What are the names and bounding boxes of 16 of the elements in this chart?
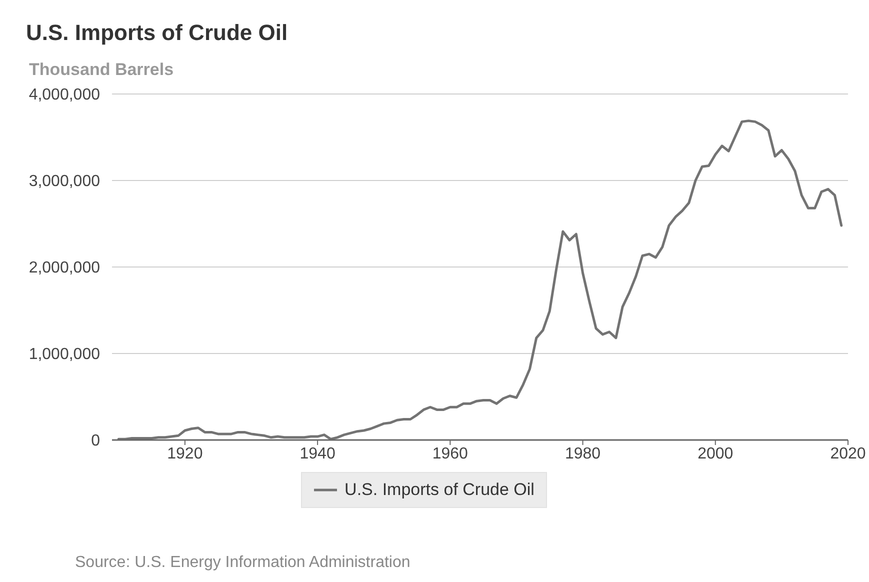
legend-label: U.S. Imports of Crude Oil xyxy=(344,480,534,500)
x-tick-label: 2000 xyxy=(698,445,734,462)
y-tick-label: 2,000,000 xyxy=(28,260,100,277)
x-tick-label: 1940 xyxy=(300,445,336,462)
x-tick-label: 1960 xyxy=(432,445,468,462)
line-series xyxy=(117,120,843,440)
y-tick-label: 1,000,000 xyxy=(28,346,100,364)
chart-title: U.S. Imports of Crude Oil xyxy=(26,20,288,46)
source-note: Source: U.S. Energy Information Administration xyxy=(75,554,410,572)
y-tick-label: 4,000,000 xyxy=(28,86,100,104)
x-tick-label: 1920 xyxy=(167,445,203,462)
x-tick-label: 2020 xyxy=(830,445,866,462)
y-tick-label: 0 xyxy=(91,432,100,450)
y-axis-title: Thousand Barrels xyxy=(29,60,174,80)
x-tick-label: 1980 xyxy=(564,445,601,462)
y-tick-label: 3,000,000 xyxy=(28,173,100,190)
